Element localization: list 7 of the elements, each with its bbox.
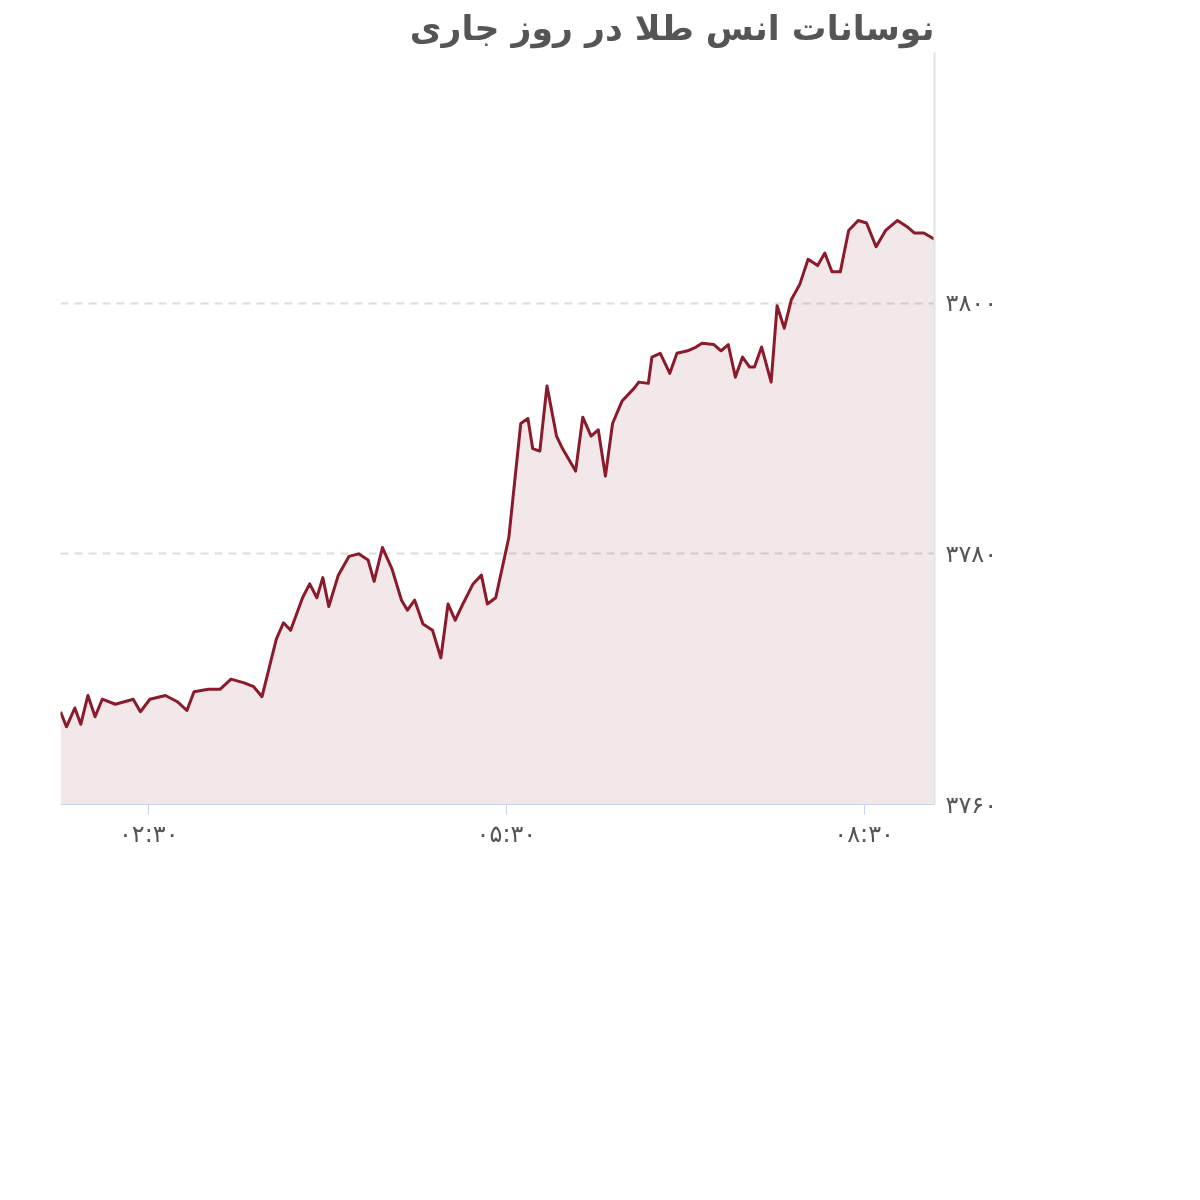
chart-title: نوسانات انس طلا در روز جاری (409, 7, 935, 49)
x-tick-label: ۰۸:۳۰ (834, 819, 894, 848)
x-tick-label: ۰۲:۳۰ (118, 819, 179, 848)
y-tick-label: ۳۷۸۰ (945, 539, 998, 568)
y-tick-label: ۳۷۶۰ (945, 790, 998, 819)
y-tick-label: ۳۸۰۰ (945, 289, 998, 318)
x-tick-label: ۰۵:۳۰ (476, 819, 537, 848)
